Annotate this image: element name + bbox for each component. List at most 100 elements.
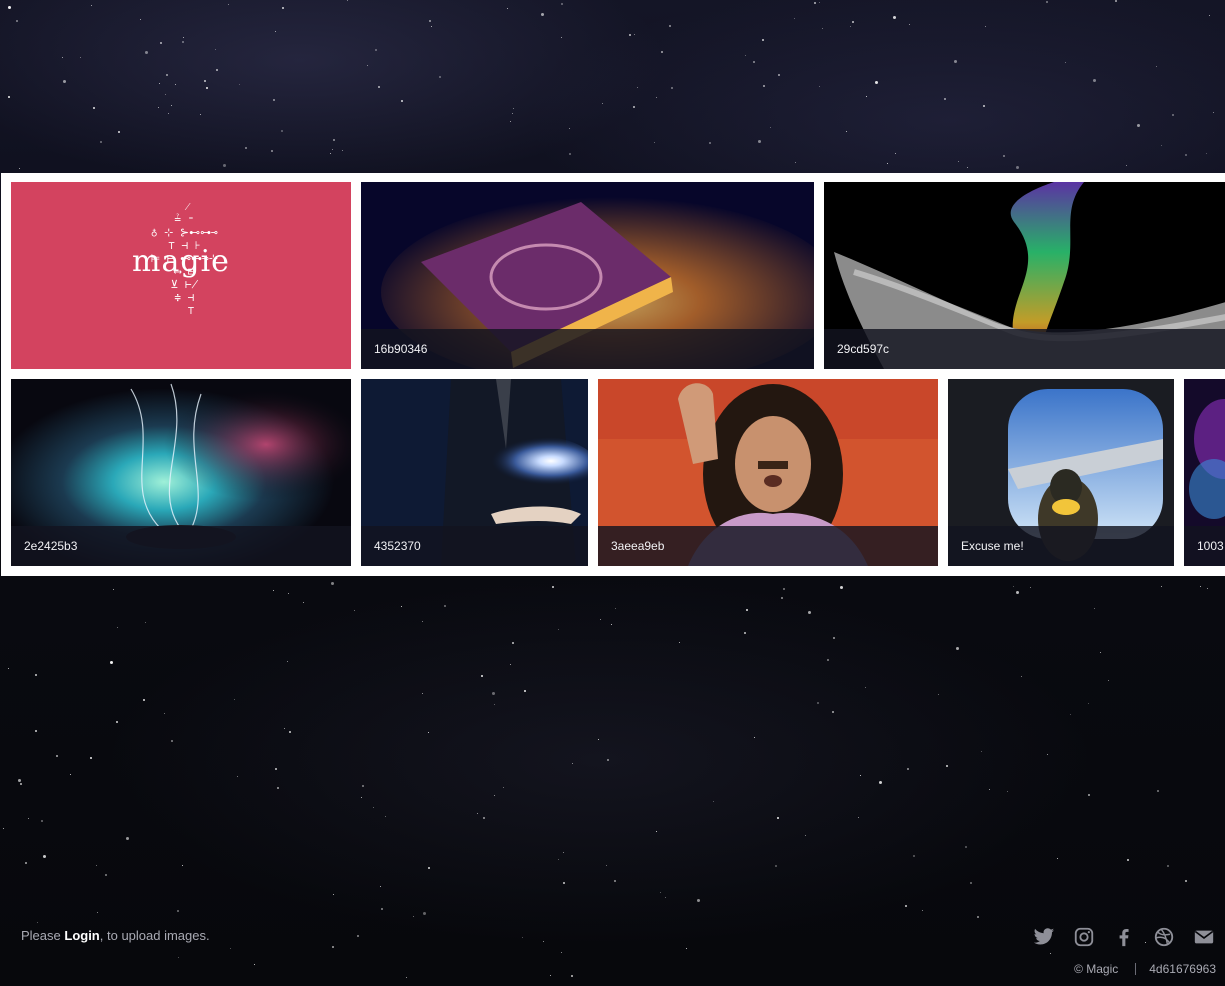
star-dot <box>70 774 71 775</box>
star-dot <box>512 642 514 644</box>
upload-prompt-suffix: , to upload images. <box>99 928 210 943</box>
star-dot <box>158 107 159 108</box>
star-dot <box>204 80 206 82</box>
star-dot <box>331 582 334 585</box>
star-dot <box>37 922 38 923</box>
star-dot <box>178 957 179 958</box>
star-dot <box>977 916 979 918</box>
star-dot <box>8 668 9 669</box>
star-dot <box>602 103 603 104</box>
star-dot <box>746 609 748 611</box>
star-dot <box>938 694 939 695</box>
star-dot <box>354 610 355 611</box>
star-dot <box>840 586 843 589</box>
star-dot <box>775 865 777 867</box>
star-dot <box>846 131 847 132</box>
mail-icon[interactable] <box>1191 924 1216 949</box>
star-dot <box>230 948 231 949</box>
star-dot <box>833 637 835 639</box>
star-dot <box>1094 608 1095 609</box>
star-dot <box>922 910 923 911</box>
star-dot <box>569 153 571 155</box>
star-dot <box>754 737 755 738</box>
upload-prompt-prefix: Please <box>21 928 65 943</box>
star-dot <box>284 728 285 729</box>
star-dot <box>558 629 559 630</box>
gallery-tile-16b90346[interactable]: 16b90346 <box>361 182 814 369</box>
star-dot <box>827 659 829 661</box>
star-dot <box>805 835 806 836</box>
twitter-icon[interactable] <box>1031 924 1056 949</box>
star-dot <box>606 865 607 866</box>
star-dot <box>656 97 657 98</box>
star-dot <box>385 816 386 817</box>
login-link[interactable]: Login <box>64 928 100 943</box>
star-dot <box>572 763 573 764</box>
star-dot <box>357 935 359 937</box>
instagram-icon[interactable] <box>1071 924 1096 949</box>
star-dot <box>164 713 165 714</box>
gallery-tile-magic-logo[interactable]: ⁄ ≟ ⁼ ♁ ⊹ ⊱⊷⊶⊸ ⊤ ⊣ ⊦ ⊨ ⊢ ⊷⊶⊸⊹ ⟷ ⊟ ⊻ ⊬ ≑ … <box>11 182 351 369</box>
star-dot <box>1200 586 1201 587</box>
star-dot <box>552 586 554 588</box>
gallery-tile-2e2425b3[interactable]: 2e2425b3 <box>11 379 351 566</box>
star-dot <box>431 26 432 27</box>
star-dot <box>633 106 635 108</box>
star-dot <box>954 60 957 63</box>
star-dot <box>909 24 910 25</box>
star-dot <box>25 862 27 864</box>
star-dot <box>958 161 959 162</box>
star-dot <box>563 852 564 853</box>
star-dot <box>110 661 113 664</box>
dribbble-icon[interactable] <box>1151 924 1176 949</box>
star-dot <box>550 975 551 976</box>
star-dot <box>783 588 785 590</box>
star-dot <box>832 711 834 713</box>
star-dot <box>171 105 172 106</box>
star-dot <box>373 807 374 808</box>
gallery-tile-3aeea9eb[interactable]: 3aeea9eb <box>598 379 938 566</box>
star-dot <box>860 775 861 776</box>
star-dot <box>1007 791 1008 792</box>
gallery-tile-1003[interactable]: 1003 <box>1184 379 1225 566</box>
star-dot <box>100 141 102 143</box>
gallery-tile-excuse-me[interactable]: Excuse me! <box>948 379 1174 566</box>
star-dot <box>342 150 343 151</box>
star-dot <box>561 952 562 953</box>
star-dot <box>273 590 274 591</box>
star-dot <box>206 87 208 89</box>
star-dot <box>239 84 240 85</box>
star-dot <box>494 704 495 705</box>
star-dot <box>16 20 18 22</box>
star-dot <box>513 108 514 109</box>
star-dot <box>1108 680 1109 681</box>
star-dot <box>1127 859 1129 861</box>
star-dot <box>1167 865 1169 867</box>
star-dot <box>1161 586 1162 587</box>
star-dot <box>1003 155 1005 157</box>
star-dot <box>1126 165 1127 166</box>
star-dot <box>215 49 216 50</box>
star-dot <box>423 912 426 915</box>
star-dot <box>777 817 779 819</box>
star-dot <box>637 87 638 88</box>
star-dot <box>481 675 483 677</box>
star-dot <box>1050 953 1051 954</box>
star-dot <box>182 41 184 43</box>
star-dot <box>944 98 946 100</box>
gallery-tile-29cd597c[interactable]: 29cd597c <box>824 182 1225 369</box>
star-dot <box>361 797 362 798</box>
tile-caption: Excuse me! <box>948 526 1174 566</box>
star-dot <box>159 83 160 84</box>
star-dot <box>143 699 145 701</box>
star-dot <box>401 606 402 607</box>
star-dot <box>422 693 423 694</box>
star-dot <box>503 787 504 788</box>
gallery-tile-4352370[interactable]: 4352370 <box>361 379 588 566</box>
star-dot <box>90 757 92 759</box>
star-dot <box>571 975 573 977</box>
star-dot <box>35 730 37 732</box>
star-dot <box>1209 15 1210 16</box>
star-dot <box>808 611 811 614</box>
facebook-icon[interactable] <box>1111 924 1136 949</box>
